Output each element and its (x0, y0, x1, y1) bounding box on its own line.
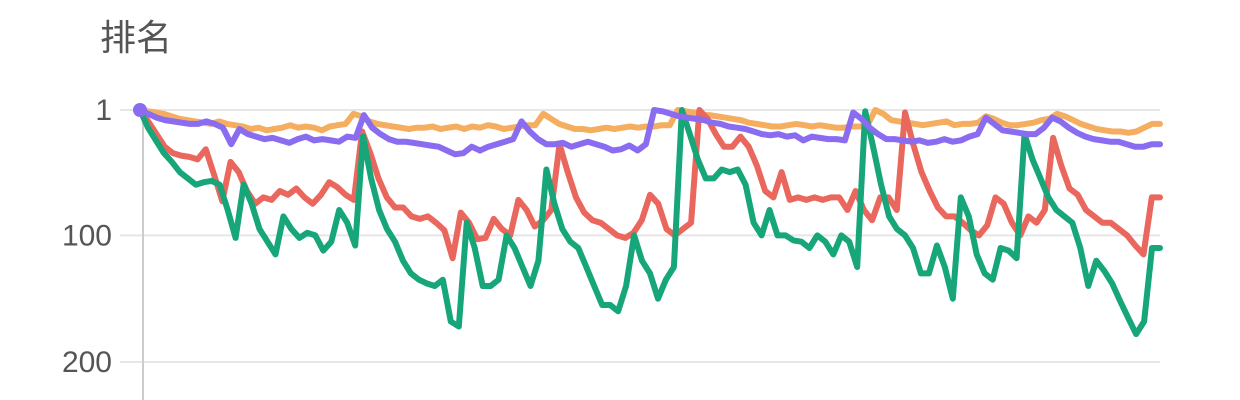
plot-area (133, 103, 1163, 338)
y-tick-label: 1 (95, 94, 112, 127)
y-tick-label: 100 (62, 219, 112, 252)
series-line-4 (137, 107, 1163, 158)
series-line-2 (137, 107, 1163, 262)
start-point-marker (133, 103, 147, 117)
y-axis-ticks: 1 100 200 (62, 94, 112, 379)
y-tick-label: 200 (62, 346, 112, 379)
series-line-3 (137, 107, 1163, 338)
y-axis-label: 排名 (100, 17, 172, 58)
